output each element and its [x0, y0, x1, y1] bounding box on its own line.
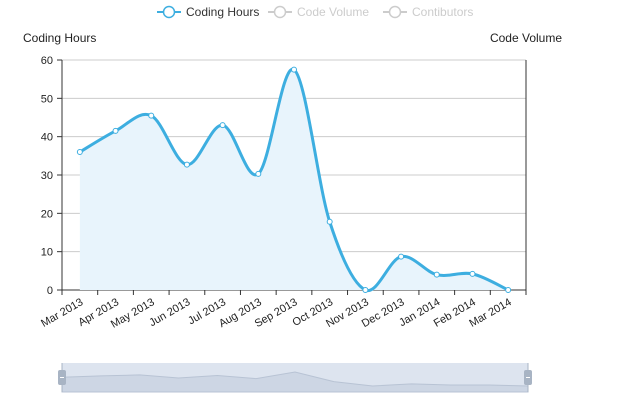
- data-point[interactable]: [183, 161, 190, 168]
- y-tick-label: 60: [41, 55, 53, 67]
- y-tick-label: 20: [41, 208, 53, 220]
- legend-label: Contibutors: [412, 5, 473, 19]
- x-tick-label: Jun 2013: [147, 296, 192, 329]
- x-tick-label: Mar 2013: [39, 296, 85, 330]
- y-axis-left-label: Coding Hours: [23, 31, 96, 45]
- data-point[interactable]: [255, 170, 262, 177]
- data-point[interactable]: [112, 127, 119, 134]
- legend-item-coding-hours[interactable]: Coding Hours: [157, 5, 259, 19]
- data-point[interactable]: [148, 112, 155, 119]
- legend-item-code-volume[interactable]: Code Volume: [268, 5, 369, 19]
- legend-label: Code Volume: [297, 5, 369, 19]
- series-area: [79, 69, 509, 291]
- y-tick-label: 0: [47, 285, 53, 297]
- data-point[interactable]: [76, 149, 83, 155]
- data-point[interactable]: [505, 287, 512, 293]
- legend-marker-icon: [162, 5, 176, 19]
- y-tick-label: 30: [41, 170, 53, 182]
- legend-item-contibutors[interactable]: Contibutors: [383, 5, 473, 19]
- data-point[interactable]: [433, 271, 440, 278]
- data-point[interactable]: [469, 270, 476, 277]
- data-point[interactable]: [398, 253, 405, 260]
- data-zoom-slider[interactable]: [58, 363, 532, 393]
- y-tick-label: 10: [41, 247, 53, 259]
- data-point[interactable]: [326, 218, 333, 225]
- y-tick-label: 40: [41, 132, 53, 144]
- data-point[interactable]: [291, 66, 297, 73]
- legend-marker-icon: [273, 5, 287, 19]
- legend-label: Coding Hours: [186, 5, 259, 19]
- data-point[interactable]: [362, 287, 369, 293]
- data-point[interactable]: [219, 122, 226, 129]
- legend-marker-icon: [388, 5, 402, 19]
- y-axis-right-label: Code Volume: [490, 31, 562, 45]
- y-tick-label: 50: [41, 93, 53, 105]
